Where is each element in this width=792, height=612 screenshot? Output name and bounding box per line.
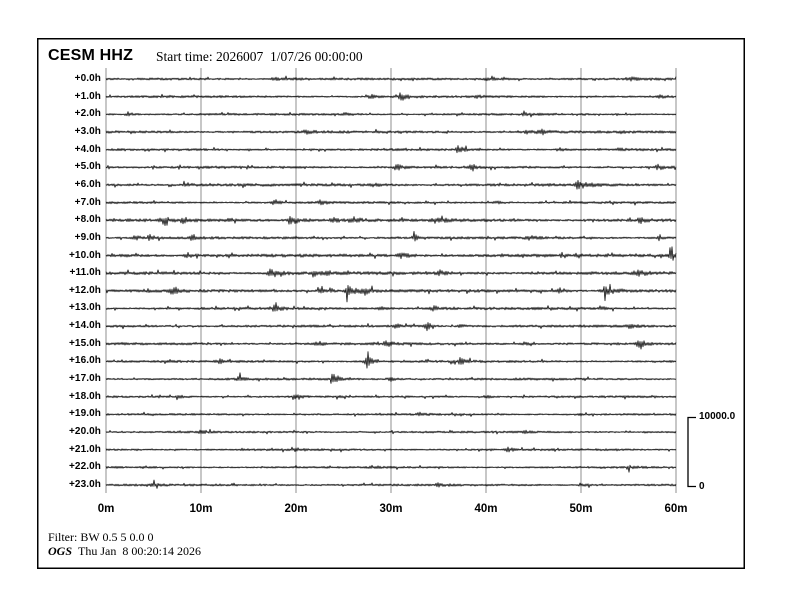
x-tick-10m: 10m [189, 503, 213, 515]
x-tick-20m: 20m [284, 503, 308, 515]
scale-min-label: 0 [699, 481, 705, 492]
trace-line-+12.0h [105, 283, 677, 303]
trace-label-+9.0h: +9.0h [74, 231, 101, 243]
trace-line-+9.0h [105, 230, 677, 242]
x-tick-40m: 40m [474, 503, 498, 515]
trace-line-+10.0h [105, 246, 677, 261]
trace-label-+20.0h: +20.0h [68, 426, 101, 438]
trace-label-+15.0h: +15.0h [68, 337, 101, 349]
trace-label-+7.0h: +7.0h [74, 196, 101, 208]
trace-label-+19.0h: +19.0h [68, 408, 101, 420]
trace-line-+22.0h [105, 464, 677, 473]
trace-label-+6.0h: +6.0h [74, 178, 101, 190]
trace-label-+18.0h: +18.0h [68, 390, 101, 402]
trace-label-+4.0h: +4.0h [74, 143, 101, 155]
start-time-label: Start time: 2026007 1/07/26 00:00:00 [156, 49, 363, 64]
trace-line-+5.0h [105, 163, 677, 172]
trace-line-+13.0h [105, 302, 677, 312]
x-tick-60m: 60m [664, 503, 688, 515]
trace-label-+11.0h: +11.0h [69, 267, 101, 279]
agency-label: OGS [48, 544, 73, 558]
trace-line-+11.0h [105, 268, 677, 278]
scale-max-label: 10000.0 [699, 411, 736, 422]
trace-label-+23.0h: +23.0h [68, 478, 101, 490]
trace-line-+21.0h [105, 446, 677, 453]
x-tick-50m: 50m [569, 503, 593, 515]
figure-border [37, 38, 745, 569]
amplitude-scale-bracket [687, 416, 696, 488]
trace-label-+21.0h: +21.0h [68, 443, 101, 455]
trace-label-+2.0h: +2.0h [74, 108, 101, 120]
trace-line-+17.0h [105, 372, 677, 384]
trace-label-+5.0h: +5.0h [74, 161, 101, 173]
trace-line-+8.0h [105, 215, 677, 227]
trace-line-+20.0h [105, 428, 677, 435]
generated-timestamp: Thu Jan 8 00:20:14 2026 [78, 544, 201, 558]
trace-line-+15.0h [105, 340, 677, 350]
trace-label-+22.0h: +22.0h [68, 461, 101, 473]
trace-line-+2.0h [105, 110, 677, 118]
trace-label-+13.0h: +13.0h [68, 302, 101, 314]
trace-line-+23.0h [105, 479, 677, 489]
trace-line-+18.0h [105, 394, 677, 401]
trace-line-+19.0h [105, 411, 677, 417]
x-tick-30m: 30m [379, 503, 403, 515]
trace-line-+14.0h [105, 322, 677, 332]
x-tick-0m: 0m [97, 503, 115, 515]
filter-info: Filter: BW 0.5 5 0.0 0 [48, 530, 154, 544]
trace-label-+16.0h: +16.0h [68, 355, 101, 367]
trace-label-+14.0h: +14.0h [68, 320, 101, 332]
trace-line-+16.0h [105, 351, 677, 369]
trace-line-+6.0h [105, 179, 677, 190]
trace-label-+17.0h: +17.0h [68, 373, 101, 385]
trace-line-+7.0h [105, 199, 677, 206]
trace-label-+8.0h: +8.0h [74, 214, 101, 226]
trace-line-+4.0h [105, 145, 677, 154]
trace-label-+10.0h: +10.0h [68, 249, 101, 261]
trace-label-+0.0h: +0.0h [74, 73, 101, 84]
trace-line-+1.0h [105, 92, 677, 101]
trace-label-+1.0h: +1.0h [74, 90, 101, 102]
trace-label-+12.0h: +12.0h [68, 284, 101, 296]
station-channel-title: CESM HHZ [48, 47, 134, 64]
trace-line-+0.0h [105, 75, 677, 82]
trace-label-+3.0h: +3.0h [74, 125, 101, 137]
trace-line-+3.0h [105, 128, 677, 136]
